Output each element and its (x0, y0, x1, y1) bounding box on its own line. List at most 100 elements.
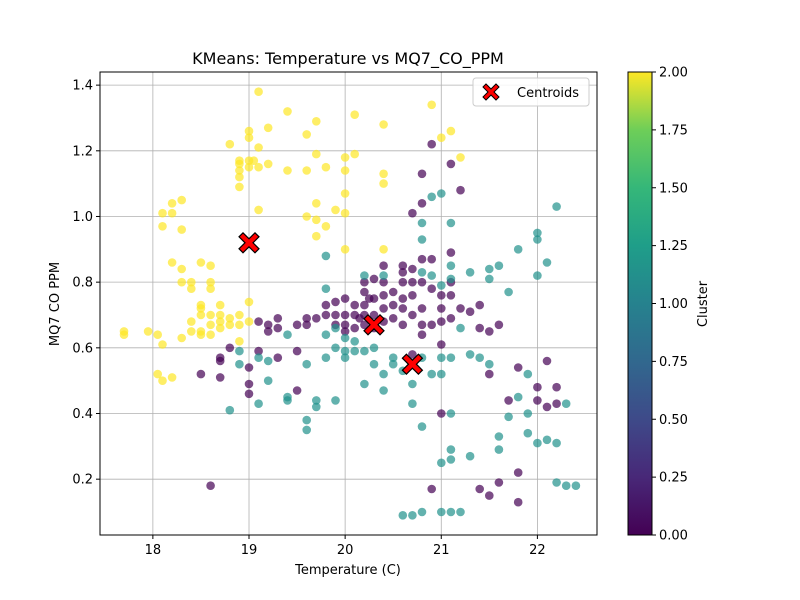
data-point-cluster-2 (244, 317, 254, 326)
data-point-cluster-0 (475, 323, 485, 333)
data-point-cluster-1 (523, 369, 533, 379)
data-point-cluster-2 (312, 199, 321, 208)
data-point-cluster-0 (340, 327, 350, 336)
x-tick-label: 20 (337, 543, 354, 558)
data-point-cluster-0 (427, 484, 437, 494)
chart-title: KMeans: Temperature vs MQ7_CO_PPM (192, 49, 504, 69)
data-point-cluster-1 (465, 268, 475, 277)
data-point-cluster-2 (331, 205, 340, 215)
data-point-cluster-0 (485, 491, 494, 500)
data-point-cluster-0 (398, 261, 408, 271)
data-point-cluster-0 (360, 277, 369, 287)
data-point-cluster-1 (427, 271, 437, 280)
y-tick-label: 1.2 (72, 144, 93, 159)
colorbar-tick-label: 0.50 (659, 413, 688, 428)
data-point-cluster-2 (196, 310, 206, 320)
data-point-cluster-2 (254, 87, 263, 96)
data-point-cluster-1 (417, 268, 427, 277)
data-point-cluster-0 (312, 314, 321, 323)
data-point-cluster-1 (321, 330, 331, 340)
data-point-cluster-2 (254, 205, 263, 215)
data-point-cluster-2 (143, 327, 153, 336)
data-point-cluster-2 (312, 117, 321, 126)
data-point-cluster-0 (292, 386, 302, 395)
data-point-cluster-0 (408, 277, 417, 287)
plot-frame (99, 71, 598, 536)
data-point-cluster-0 (225, 343, 235, 353)
data-point-cluster-1 (446, 445, 456, 454)
data-point-cluster-0 (427, 139, 437, 149)
data-point-cluster-1 (494, 261, 504, 271)
data-point-cluster-1 (302, 425, 312, 435)
data-point-cluster-2 (196, 330, 206, 340)
data-point-cluster-0 (379, 291, 388, 300)
data-point-cluster-0 (446, 248, 456, 257)
data-point-cluster-1 (283, 396, 292, 405)
data-point-cluster-2 (167, 258, 177, 267)
data-point-cluster-1 (494, 432, 504, 441)
data-point-cluster-2 (350, 110, 360, 119)
data-point-cluster-0 (244, 389, 254, 399)
data-point-cluster-0 (465, 307, 475, 317)
data-point-cluster-0 (360, 287, 369, 297)
data-point-cluster-1 (235, 346, 244, 356)
x-tick-label: 18 (145, 543, 162, 558)
data-point-cluster-1 (513, 245, 523, 254)
data-point-cluster-2 (244, 126, 254, 136)
data-point-cluster-0 (244, 363, 254, 372)
data-point-cluster-0 (513, 497, 523, 507)
data-point-cluster-0 (398, 320, 408, 330)
data-point-cluster-2 (235, 166, 244, 175)
data-point-cluster-2 (167, 208, 177, 218)
data-point-cluster-1 (379, 369, 388, 379)
data-point-cluster-1 (388, 359, 398, 369)
data-point-cluster-1 (523, 409, 533, 418)
data-point-cluster-2 (153, 330, 162, 340)
data-point-cluster-2 (379, 179, 388, 188)
data-point-cluster-0 (542, 356, 552, 366)
data-point-cluster-0 (379, 261, 388, 271)
data-point-cluster-2 (187, 277, 196, 287)
data-point-cluster-0 (533, 396, 542, 405)
data-point-cluster-2 (206, 284, 215, 294)
data-point-cluster-2 (206, 310, 215, 320)
data-point-cluster-0 (437, 304, 446, 313)
y-tick-label: 0.2 (72, 473, 93, 488)
data-point-cluster-2 (206, 320, 215, 330)
data-point-cluster-1 (571, 481, 581, 491)
colorbar-gradient (627, 71, 653, 536)
data-point-cluster-1 (552, 438, 561, 448)
data-point-cluster-0 (292, 320, 302, 330)
data-point-cluster-0 (340, 320, 350, 330)
data-point-cluster-1 (263, 376, 273, 386)
data-point-cluster-1 (485, 264, 494, 274)
data-point-cluster-0 (417, 320, 427, 330)
data-point-cluster-1 (437, 507, 446, 517)
data-point-cluster-1 (465, 451, 475, 461)
data-point-cluster-2 (244, 162, 254, 172)
data-point-cluster-0 (369, 274, 379, 284)
data-point-cluster-2 (177, 264, 186, 274)
data-point-cluster-2 (244, 133, 254, 142)
data-point-cluster-0 (533, 382, 542, 392)
data-point-cluster-2 (446, 126, 456, 136)
data-point-cluster-2 (302, 130, 312, 139)
data-point-cluster-1 (417, 218, 427, 228)
data-point-cluster-1 (542, 435, 552, 445)
data-point-cluster-0 (215, 373, 225, 382)
data-point-cluster-1 (360, 346, 369, 356)
data-point-cluster-1 (485, 359, 494, 369)
y-axis-label: MQ7 CO PPM (48, 262, 63, 346)
data-point-cluster-0 (369, 310, 379, 320)
data-point-cluster-0 (302, 314, 312, 323)
data-point-cluster-2 (244, 297, 254, 307)
x-tick-label: 19 (241, 543, 258, 558)
data-point-cluster-2 (235, 337, 244, 346)
data-point-cluster-1 (254, 399, 263, 409)
data-point-cluster-1 (263, 356, 273, 366)
data-point-cluster-1 (379, 271, 388, 280)
data-point-cluster-2 (427, 100, 437, 110)
data-point-cluster-2 (235, 320, 244, 330)
data-point-cluster-1 (417, 507, 427, 517)
data-point-cluster-2 (215, 310, 225, 320)
